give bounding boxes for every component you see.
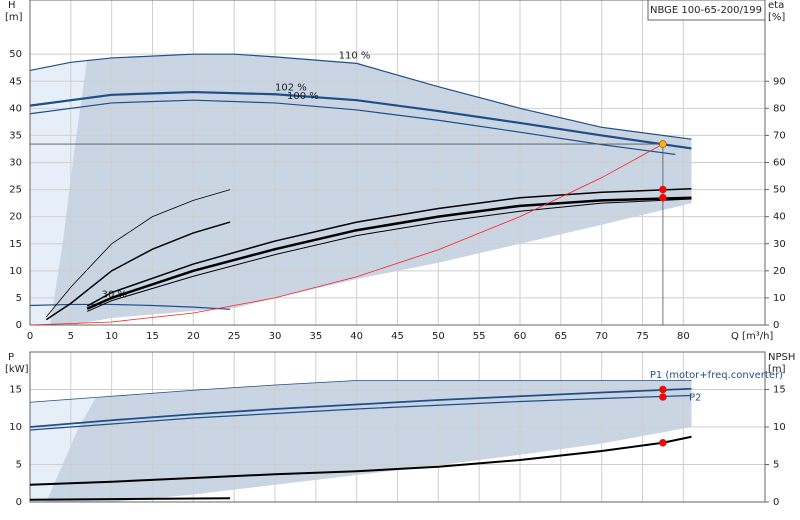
curve xyxy=(29,387,692,428)
y2-tick-label: 5 xyxy=(773,460,779,471)
y-tick-label: 15 xyxy=(9,239,22,250)
curve xyxy=(29,394,692,431)
x-tick-label: 45 xyxy=(391,331,404,342)
curve xyxy=(29,497,231,501)
duty-point xyxy=(659,185,667,194)
panel: 0 5 10 15 20 25 30 35 40 45 50 55 60 65 70 75 80 0 5 10 15 20… xyxy=(5,0,786,342)
y-tick-label: 30 xyxy=(9,158,22,169)
y-tick-label: 50 xyxy=(9,49,22,60)
y-axis-unit: [kW] xyxy=(5,364,29,375)
y2-tick-label: 70 xyxy=(773,130,786,141)
duty-point xyxy=(659,193,667,202)
curve xyxy=(29,380,692,403)
x-tick-label: 35 xyxy=(309,331,322,342)
plot-frame xyxy=(29,0,766,326)
curve-label: P1 (motor+freq.converter) xyxy=(650,370,783,381)
y2-tick-label: 0 xyxy=(773,320,779,331)
duty-point xyxy=(659,438,667,447)
y2-tick-label: 90 xyxy=(773,76,786,87)
curve xyxy=(29,99,676,155)
y2-tick-label: 60 xyxy=(773,158,786,169)
y-tick-label: 5 xyxy=(16,293,22,304)
x-tick-label: 60 xyxy=(514,331,527,342)
curve xyxy=(29,53,692,140)
y-tick-label: 0 xyxy=(16,320,22,331)
y2-tick-label: 30 xyxy=(773,239,786,250)
x-tick-label: 25 xyxy=(228,331,241,342)
y-tick-label: 25 xyxy=(9,185,22,196)
curve xyxy=(29,90,692,150)
duty-point xyxy=(659,393,667,401)
curve xyxy=(46,189,231,318)
curve-label: 110 % xyxy=(339,50,371,61)
panel: 0 5 10 15 0 5 10 15 P[kW] NPSH[m]P1 (motor+freq.c… xyxy=(5,351,795,508)
chart-title: NBGE 100-65-200/199 xyxy=(650,5,762,16)
y-tick-label: 10 xyxy=(9,422,22,433)
curve-label: 30 % xyxy=(102,289,127,300)
y-tick-label: 5 xyxy=(16,460,22,471)
y2-tick-label: 40 xyxy=(773,212,786,223)
y2-tick-label: 15 xyxy=(773,385,786,396)
curve-label: P2 xyxy=(689,393,701,404)
title-box xyxy=(647,0,766,21)
curve xyxy=(29,143,664,326)
x-tick-label: 0 xyxy=(27,331,33,342)
y-tick-label: 45 xyxy=(9,76,22,87)
curve-label: 100 % xyxy=(287,91,319,102)
x-tick-label: 10 xyxy=(105,331,118,342)
x-tick-label: 55 xyxy=(473,331,486,342)
y2-axis-label: NPSH xyxy=(768,352,795,363)
y2-axis-unit: [%] xyxy=(768,12,785,23)
y2-tick-label: 80 xyxy=(773,103,786,114)
y-tick-label: 20 xyxy=(9,212,22,223)
curve xyxy=(86,198,692,312)
y2-tick-label: 20 xyxy=(773,266,786,277)
y-axis-unit: [m] xyxy=(5,12,23,23)
duty-point xyxy=(659,385,667,394)
x-tick-label: 15 xyxy=(146,331,159,342)
duty-point xyxy=(659,140,667,148)
y2-tick-label: 50 xyxy=(773,185,786,196)
curve-label: 102 % xyxy=(275,82,307,93)
y2-tick-label: 10 xyxy=(773,422,786,433)
curve xyxy=(29,435,692,486)
y-axis-label: H xyxy=(8,0,16,11)
curve xyxy=(86,188,692,307)
y2-tick-label: 10 xyxy=(773,293,786,304)
x-tick-label: 50 xyxy=(432,331,445,342)
y-axis-label: P xyxy=(8,352,14,363)
y-tick-label: 40 xyxy=(9,103,22,114)
curve xyxy=(29,303,231,310)
x-tick-label: 30 xyxy=(269,331,282,342)
x-tick-label: 20 xyxy=(187,331,200,342)
y2-axis-unit: [m] xyxy=(768,364,786,375)
operating-range xyxy=(46,380,692,502)
x-tick-label: 80 xyxy=(677,331,690,342)
curve xyxy=(86,196,692,310)
x-tick-label: 40 xyxy=(350,331,363,342)
x-tick-label: 70 xyxy=(595,331,608,342)
x-tick-label: 65 xyxy=(554,331,567,342)
y-tick-label: 35 xyxy=(9,130,22,141)
y-tick-label: 15 xyxy=(9,385,22,396)
y2-tick-label: 0 xyxy=(773,497,779,508)
x-tick-label: 75 xyxy=(636,331,649,342)
plots: 0 5 10 15 20 25 30 35 40 45 50 55 60 65 70 75 8005101520… xyxy=(5,0,795,508)
curve xyxy=(45,221,231,321)
x-tick-label: 5 xyxy=(68,331,74,342)
y-tick-label: 0 xyxy=(16,497,22,508)
y-tick-label: 10 xyxy=(9,266,22,277)
y2-axis-label: eta xyxy=(768,0,784,11)
x-axis-label: Q [m³/h] xyxy=(731,331,773,342)
